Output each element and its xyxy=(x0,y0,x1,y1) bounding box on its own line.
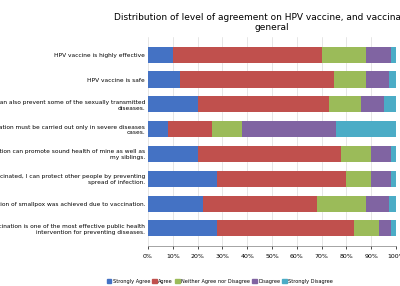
Bar xyxy=(388,72,396,88)
Bar xyxy=(329,96,361,112)
Bar xyxy=(354,220,379,237)
Bar xyxy=(371,146,391,162)
Bar xyxy=(148,96,198,112)
Bar xyxy=(148,220,218,237)
Bar xyxy=(334,72,366,88)
Bar xyxy=(148,72,180,88)
Bar xyxy=(198,146,342,162)
Bar xyxy=(202,196,317,212)
Bar xyxy=(148,196,202,212)
Bar xyxy=(218,220,354,237)
Bar xyxy=(384,96,396,112)
Bar xyxy=(388,196,396,212)
Bar xyxy=(148,47,173,63)
Bar xyxy=(342,146,371,162)
Bar xyxy=(218,171,346,187)
Bar xyxy=(198,96,329,112)
Bar xyxy=(361,96,384,112)
Bar xyxy=(366,47,391,63)
Bar xyxy=(242,121,336,137)
Bar xyxy=(148,121,168,137)
Bar xyxy=(180,72,334,88)
Bar xyxy=(379,220,391,237)
Bar xyxy=(391,220,396,237)
Bar xyxy=(336,121,396,137)
Bar xyxy=(322,47,366,63)
Bar xyxy=(212,121,242,137)
Title: Distribution of level of agreement on HPV vaccine, and vaccination in
general: Distribution of level of agreement on HP… xyxy=(114,13,400,32)
Bar xyxy=(317,196,366,212)
Bar xyxy=(168,121,212,137)
Bar xyxy=(346,171,371,187)
Legend: Strongly Agree, Agree, Neither Agree nor Disagree, Disagree, Strongly Disagree: Strongly Agree, Agree, Neither Agree nor… xyxy=(107,279,333,283)
Bar xyxy=(371,171,391,187)
Bar xyxy=(391,171,396,187)
Bar xyxy=(366,72,388,88)
Bar xyxy=(173,47,322,63)
Bar xyxy=(366,196,388,212)
Bar xyxy=(391,146,396,162)
Bar xyxy=(148,146,198,162)
Bar xyxy=(148,171,218,187)
Bar xyxy=(391,47,396,63)
